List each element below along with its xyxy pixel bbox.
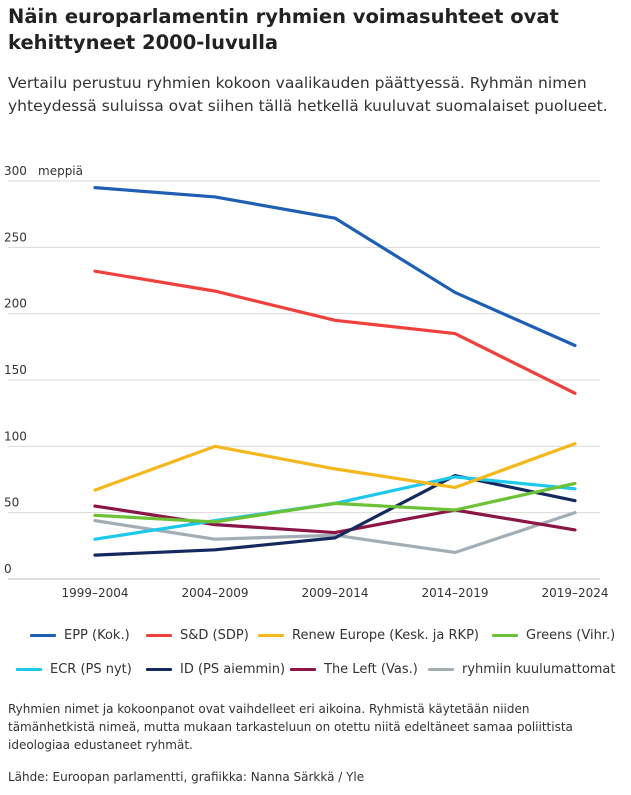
- y-tick-label: 300: [4, 164, 27, 178]
- legend-label: EPP (Kok.): [64, 628, 130, 643]
- y-tick-label: 0: [4, 562, 12, 576]
- legend-label: ryhmiin kuulumattomat: [462, 662, 616, 677]
- legend-swatch: [16, 668, 42, 671]
- legend-label: Greens (Vihr.): [526, 628, 616, 643]
- legend-swatch: [492, 634, 518, 637]
- y-tick-label: 150: [4, 363, 27, 377]
- legend-item: EPP (Kok.): [30, 628, 130, 643]
- legend-label: ECR (PS nyt): [50, 662, 132, 677]
- legend-item: ID (PS aiemmin): [146, 662, 285, 677]
- legend-label: The Left (Vas.): [324, 662, 418, 677]
- legend-label: ID (PS aiemmin): [180, 662, 286, 677]
- chart-title: Näin europarlamentin ryhmien voimasuhtee…: [8, 5, 559, 54]
- legend-swatch: [146, 668, 172, 671]
- legend-swatch: [30, 634, 56, 637]
- legend-item: Renew Europe (Kesk. ja RKP): [258, 628, 479, 643]
- legend-swatch: [428, 668, 454, 671]
- x-tick-label: 2019–2024: [541, 586, 608, 600]
- x-tick-label: 1999–2004: [61, 586, 128, 600]
- legend-swatch: [290, 668, 316, 671]
- legend-swatch: [146, 634, 172, 637]
- x-tick-label: 2009–2014: [301, 586, 368, 600]
- legend-item: ryhmiin kuulumattomat: [428, 662, 616, 677]
- legend-label: S&D (SDP): [180, 628, 249, 643]
- series-line: [93, 481, 577, 524]
- series-line: [93, 473, 577, 557]
- legend-item: ECR (PS nyt): [16, 662, 132, 677]
- series-line: [93, 186, 577, 348]
- series-lines: [93, 186, 577, 557]
- series-line: [93, 442, 577, 492]
- x-tick-label: 2014–2019: [421, 586, 488, 600]
- legend-label: Renew Europe (Kesk. ja RKP): [292, 628, 479, 643]
- x-tick-label: 2004–2009: [181, 586, 248, 600]
- y-tick-label: 100: [4, 429, 27, 443]
- y-tick-label: 200: [4, 297, 27, 311]
- chart-subtitle: Vertailu perustuu ryhmien kokoon vaalika…: [8, 74, 608, 115]
- legend-item: The Left (Vas.): [290, 662, 418, 677]
- y-axis-label: meppiä: [38, 164, 83, 178]
- source-credit: Lähde: Euroopan parlamentti, grafiikka: …: [8, 770, 365, 784]
- x-axis-ticks: 1999–2004 2004–2009 2009–2014 2014–2019 2019…: [61, 586, 608, 600]
- series-line: [93, 269, 577, 395]
- y-axis-ticks: 0 50 100 150 200 250 300: [4, 164, 27, 576]
- y-tick-label: 50: [4, 496, 19, 510]
- footnote: Ryhmien nimet ja kokoonpanot ovat vaihde…: [8, 702, 573, 752]
- series-line: [93, 511, 577, 555]
- legend-item: Greens (Vihr.): [492, 628, 615, 643]
- legend-item: S&D (SDP): [146, 628, 249, 643]
- legend-swatch: [258, 634, 284, 637]
- line-chart: 0 50 100 150 200 250 300 meppiä 1999–2004 2004–…: [4, 164, 609, 600]
- y-tick-label: 250: [4, 230, 27, 244]
